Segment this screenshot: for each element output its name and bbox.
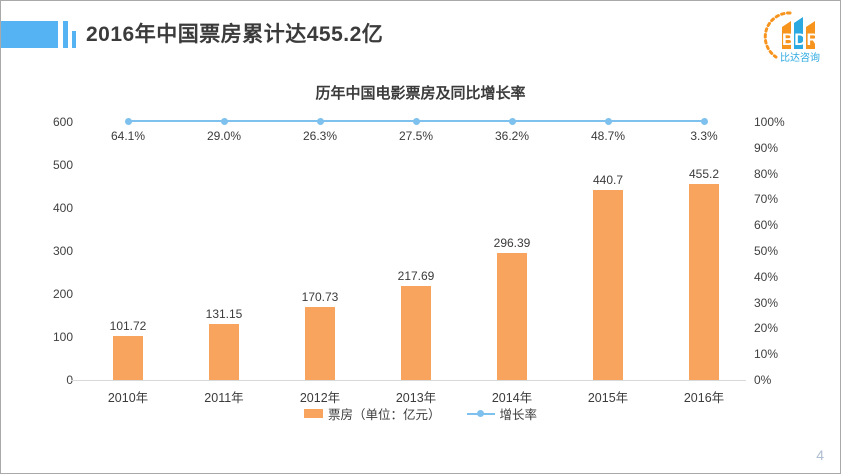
x-axis-label: 2015年 bbox=[587, 391, 629, 405]
bar-value-label: 101.72 bbox=[109, 319, 147, 334]
growth-rate-label: 64.1% bbox=[110, 129, 146, 143]
bar-series-swatch bbox=[303, 409, 323, 418]
x-axis-label: 2011年 bbox=[204, 391, 244, 405]
right-axis-tick: 40% bbox=[754, 269, 779, 284]
bar-value-label: 440.7 bbox=[592, 173, 624, 188]
legend-label-growth: 增长率 bbox=[499, 408, 538, 422]
logo-bar-orange-1 bbox=[782, 21, 791, 49]
x-axis-label: 2012年 bbox=[299, 391, 341, 405]
left-axis-tick: 600 bbox=[52, 115, 73, 129]
legend-label-boxoffice: 票房（单位：亿元） bbox=[327, 408, 441, 422]
bar-boxoffice bbox=[401, 286, 431, 380]
left-axis-tick: 500 bbox=[52, 158, 73, 172]
bar-value-label: 455.2 bbox=[688, 167, 720, 182]
growth-rate-label: 48.7% bbox=[590, 129, 626, 143]
bar-boxoffice bbox=[209, 323, 239, 380]
line-series-swatch bbox=[466, 410, 495, 417]
page-title: 2016年中国票房累计达455.2亿 bbox=[86, 23, 384, 46]
x-axis-label: 2010年 bbox=[107, 391, 149, 405]
legend-item-growth: 增长率 bbox=[466, 404, 538, 423]
left-axis-tick: 0 bbox=[66, 373, 73, 387]
bar-boxoffice bbox=[593, 190, 623, 380]
right-axis-tick: 10% bbox=[754, 347, 779, 362]
header-accent-bar-tall bbox=[63, 21, 68, 48]
right-axis-tick: 20% bbox=[754, 321, 779, 336]
logo-dotted-arc bbox=[763, 11, 792, 59]
chart-title: 历年中国电影票房及同比增长率 bbox=[315, 85, 526, 102]
bar-boxoffice bbox=[305, 306, 335, 380]
x-axis-line bbox=[71, 380, 746, 381]
right-axis-tick: 0% bbox=[754, 373, 772, 387]
logo-subtext: 比达咨询 bbox=[780, 51, 820, 64]
bar-boxoffice bbox=[497, 252, 527, 380]
growth-rate-label: 3.3% bbox=[690, 129, 718, 143]
logo-bar-blue bbox=[794, 17, 803, 49]
left-axis-tick: 400 bbox=[52, 201, 73, 215]
growth-line-marker bbox=[700, 117, 708, 125]
right-axis-tick: 80% bbox=[754, 166, 779, 181]
left-axis-tick: 100 bbox=[52, 330, 73, 344]
growth-line-marker bbox=[604, 117, 612, 125]
right-axis-tick: 100% bbox=[754, 115, 785, 129]
bar-boxoffice bbox=[113, 336, 143, 380]
growth-line-marker bbox=[508, 117, 516, 125]
growth-rate-label: 36.2% bbox=[494, 129, 530, 143]
bar-value-label: 131.15 bbox=[205, 306, 243, 321]
bar-boxoffice bbox=[689, 184, 719, 380]
right-axis-tick: 60% bbox=[754, 218, 779, 233]
right-axis-tick: 70% bbox=[754, 192, 779, 207]
growth-line-marker bbox=[316, 117, 324, 125]
growth-line-marker bbox=[124, 117, 132, 125]
logo-bar-orange-2 bbox=[806, 21, 815, 49]
growth-line-marker bbox=[220, 117, 228, 125]
growth-line-marker bbox=[412, 117, 420, 125]
right-axis-tick: 50% bbox=[754, 244, 779, 258]
x-axis-label: 2014年 bbox=[491, 391, 533, 405]
x-axis-label: 2013年 bbox=[395, 391, 437, 405]
growth-rate-label: 27.5% bbox=[398, 129, 434, 143]
header-accent-bar-short bbox=[72, 31, 76, 48]
left-axis-tick: 300 bbox=[52, 244, 73, 258]
growth-rate-label: 29.0% bbox=[206, 129, 242, 143]
right-axis-tick: 90% bbox=[754, 140, 779, 155]
right-axis-tick: 30% bbox=[754, 295, 779, 310]
logo-text: BDR bbox=[782, 30, 819, 49]
growth-rate-label: 26.3% bbox=[302, 129, 338, 143]
bdr-logo: BDR 比达咨询 bbox=[760, 9, 824, 67]
bar-value-label: 217.69 bbox=[397, 269, 435, 284]
bar-value-label: 170.73 bbox=[301, 289, 339, 304]
header-accent-block bbox=[1, 21, 58, 48]
left-axis-tick: 200 bbox=[52, 287, 73, 301]
bar-value-label: 296.39 bbox=[493, 235, 531, 250]
legend-item-boxoffice: 票房（单位：亿元） bbox=[303, 404, 441, 423]
x-axis-label: 2016年 bbox=[683, 391, 725, 405]
page-number: 4 bbox=[816, 447, 824, 463]
chart-legend: 票房（单位：亿元） 增长率 bbox=[1, 404, 840, 423]
